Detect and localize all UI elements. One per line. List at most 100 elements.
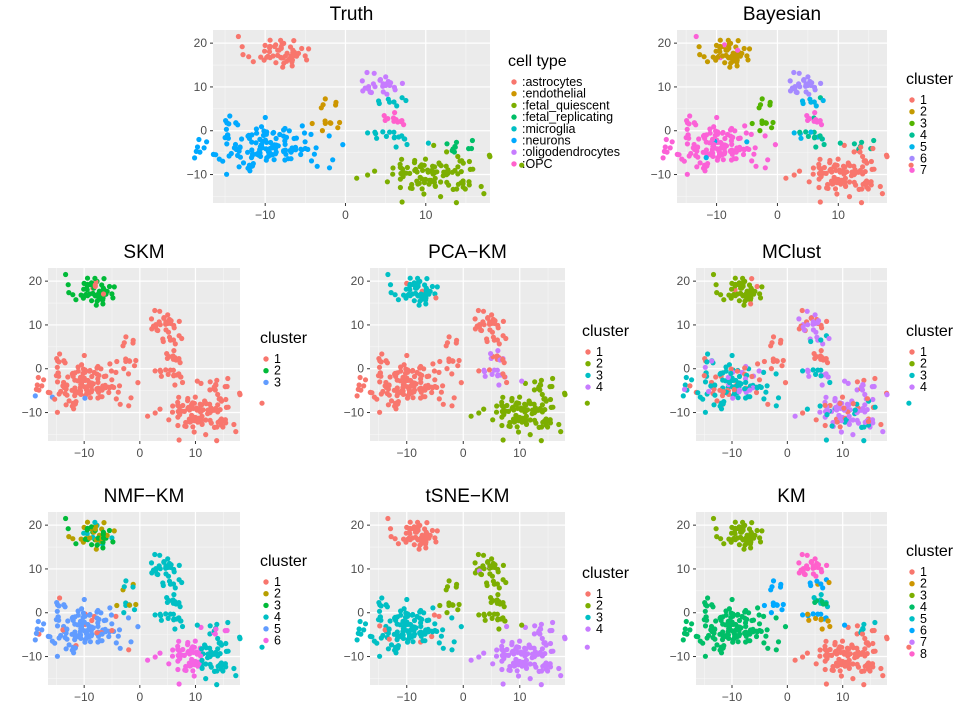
data-point (869, 661, 876, 667)
data-point (177, 618, 184, 624)
data-point (57, 351, 63, 357)
data-point (72, 393, 78, 399)
data-point (755, 361, 761, 367)
data-point (308, 158, 315, 164)
data-point (245, 133, 251, 139)
data-point (175, 646, 181, 652)
data-point (858, 144, 864, 150)
data-point (33, 630, 40, 637)
data-point (748, 131, 754, 137)
data-point (199, 657, 205, 664)
legend-label: 1 (596, 345, 603, 359)
data-point (455, 607, 461, 613)
data-point (727, 148, 734, 154)
data-point (681, 630, 688, 637)
data-point (380, 129, 386, 135)
data-point (480, 552, 487, 558)
data-point (816, 184, 822, 191)
data-point (250, 59, 256, 65)
data-point (495, 325, 501, 331)
data-point (79, 623, 85, 630)
data-point (449, 169, 455, 175)
data-point (391, 99, 397, 105)
data-point (73, 297, 79, 303)
legend-key (585, 372, 591, 379)
legend-key (909, 120, 915, 127)
data-point (420, 167, 426, 173)
data-point (702, 379, 709, 385)
data-point (851, 149, 857, 155)
data-point (405, 292, 411, 298)
data-point (762, 165, 768, 171)
legend-label: 4 (920, 380, 927, 394)
data-point (861, 377, 867, 383)
data-point (407, 283, 413, 289)
data-point (33, 386, 40, 392)
data-point (783, 175, 789, 181)
data-point (60, 383, 66, 389)
data-point (179, 379, 186, 386)
data-point (825, 374, 831, 380)
data-point (444, 141, 450, 147)
data-point (291, 135, 297, 142)
data-point (702, 364, 708, 370)
data-point (273, 42, 279, 48)
data-point (337, 119, 343, 126)
data-point (715, 54, 721, 60)
data-point (749, 120, 755, 127)
data-point (527, 676, 533, 682)
data-point (34, 626, 40, 632)
data-point (832, 162, 838, 169)
data-point (380, 632, 386, 639)
data-point (231, 665, 237, 672)
data-point (842, 175, 849, 181)
data-point (859, 424, 865, 430)
data-point (489, 312, 495, 318)
data-point (748, 545, 754, 551)
data-point (199, 413, 205, 419)
data-point (163, 367, 169, 373)
data-point (780, 601, 786, 608)
legend-label: :fetal_quiescent (522, 98, 610, 112)
data-point (761, 358, 768, 365)
data-point (822, 646, 828, 652)
data-point (735, 38, 741, 44)
data-point (223, 396, 229, 403)
x-tick-label: −10 (397, 690, 418, 704)
data-point (723, 364, 729, 370)
data-point (191, 673, 197, 679)
data-point (70, 292, 76, 298)
legend-key (585, 626, 591, 632)
data-point (171, 348, 177, 354)
x-tick-label: 10 (189, 690, 203, 704)
data-point (849, 169, 855, 175)
data-point (203, 661, 209, 667)
data-point (748, 535, 754, 541)
data-point (872, 404, 878, 410)
data-point (205, 407, 211, 413)
data-point (506, 667, 512, 673)
data-point (734, 383, 740, 389)
data-point (133, 601, 139, 608)
data-point (859, 387, 866, 393)
data-point (328, 120, 334, 126)
data-point (113, 640, 119, 646)
data-point (185, 648, 192, 655)
legend-title: cluster (906, 543, 954, 560)
data-point (729, 596, 735, 603)
data-point (193, 148, 199, 154)
data-point (107, 605, 113, 611)
data-point (64, 636, 70, 642)
data-point (823, 601, 829, 607)
data-point (47, 634, 53, 640)
data-point (732, 283, 738, 289)
legend-key (263, 579, 269, 585)
legend-label: 3 (920, 588, 927, 602)
data-point (52, 640, 58, 646)
data-point (838, 429, 845, 435)
data-point (395, 389, 401, 395)
data-point (838, 673, 845, 679)
data-point (207, 379, 213, 385)
data-point (823, 437, 830, 443)
data-point (736, 617, 743, 624)
